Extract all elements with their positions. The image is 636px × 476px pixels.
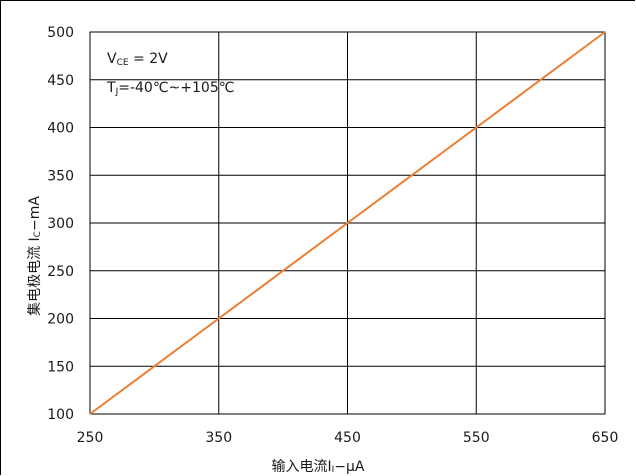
y-tick-label: 100 <box>47 407 74 423</box>
y-tick-label: 250 <box>47 264 74 280</box>
y-tick-label: 350 <box>47 168 74 184</box>
series-layer <box>89 31 606 415</box>
x-tick-label: 650 <box>592 430 619 446</box>
y-axis-title: 集电极电流 IC−mA <box>26 196 43 316</box>
series-line <box>89 31 606 415</box>
annotation-vce: VCE = 2V <box>107 51 168 68</box>
x-tick-label: 450 <box>334 430 361 446</box>
y-tick-label: 500 <box>47 25 74 41</box>
x-tick-label: 550 <box>463 430 490 446</box>
x-axis-title: 输入电流II−μA <box>271 459 364 475</box>
x-tick-label: 350 <box>205 430 232 446</box>
y-tick-label: 150 <box>47 359 74 375</box>
x-tick-labels: 250 350 450 550 650 <box>77 430 619 446</box>
y-tick-labels: 100 150 200 250 300 350 400 450 500 <box>47 25 74 423</box>
x-tick-label: 250 <box>77 430 104 446</box>
y-tick-label: 400 <box>47 121 74 137</box>
y-tick-label: 450 <box>47 73 74 89</box>
annotation-tj: TJ=-40℃~+105℃ <box>106 80 234 97</box>
y-tick-label: 200 <box>47 312 74 328</box>
y-tick-label: 300 <box>47 216 74 232</box>
